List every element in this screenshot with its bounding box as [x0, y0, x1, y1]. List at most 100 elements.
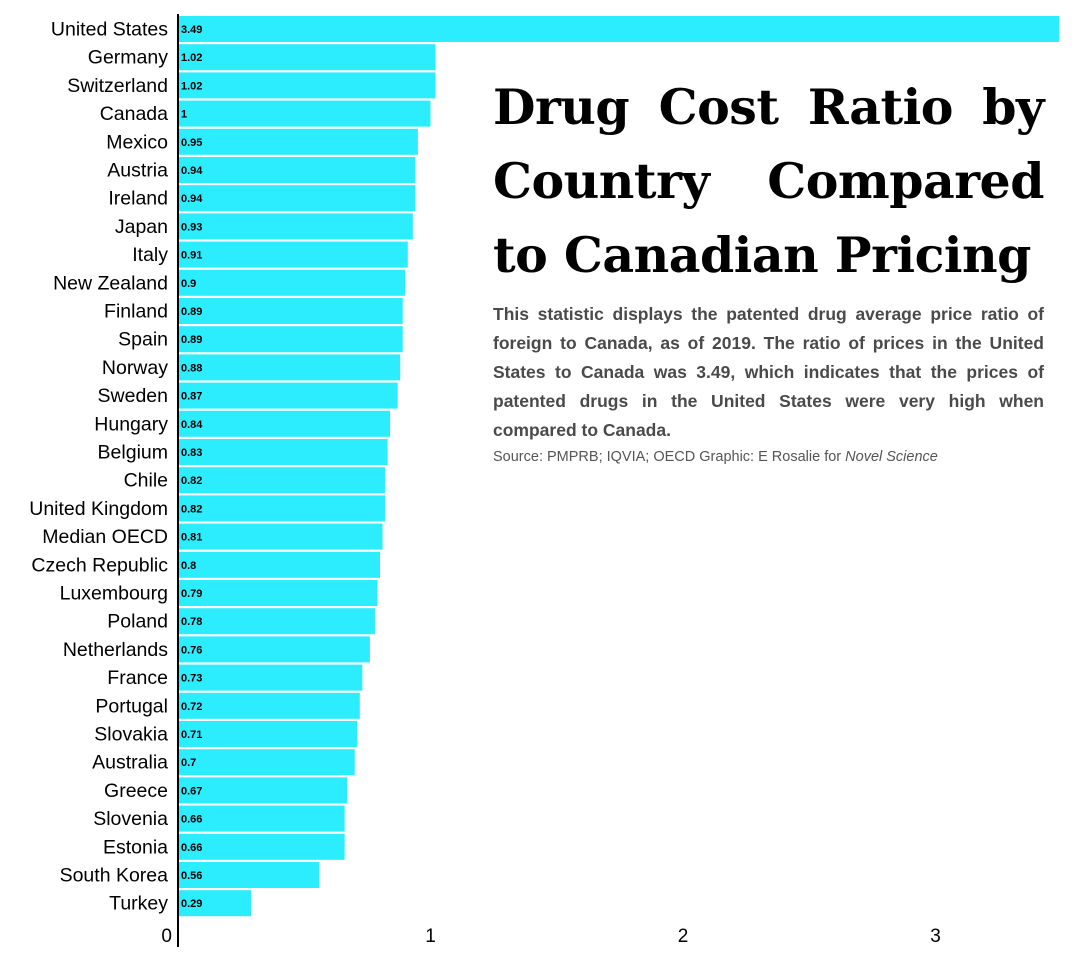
- category-label-switzerland: Switzerland: [67, 75, 168, 97]
- bar-netherlands: [178, 636, 370, 663]
- x-tick-label-3: 3: [930, 926, 941, 947]
- category-label-turkey: Turkey: [109, 893, 168, 915]
- data-label-austria: 0.94: [181, 165, 203, 177]
- bar-sweden: [178, 382, 398, 409]
- bar-slovenia: [178, 805, 345, 832]
- bar-france: [178, 664, 363, 691]
- category-label-median-oecd: Median OECD: [42, 526, 168, 548]
- category-label-portugal: Portugal: [95, 695, 168, 717]
- x-tick-label-1: 1: [425, 926, 436, 947]
- category-label-united-states: United States: [51, 19, 168, 41]
- chart-source: Source: PMPRB; IQVIA; OECD Graphic: E Ro…: [493, 448, 1044, 466]
- data-label-greece: 0.67: [181, 785, 202, 797]
- category-label-mexico: Mexico: [106, 131, 168, 153]
- data-label-italy: 0.91: [181, 250, 202, 262]
- category-label-slovenia: Slovenia: [93, 808, 168, 830]
- category-label-czech-republic: Czech Republic: [31, 554, 168, 576]
- bar-italy: [178, 241, 408, 268]
- category-label-japan: Japan: [115, 216, 168, 238]
- source-prefix: Source: PMPRB; IQVIA; OECD Graphic: E Ro…: [493, 449, 846, 465]
- data-label-hungary: 0.84: [181, 419, 203, 431]
- bar-germany: [178, 44, 436, 71]
- source-publication: Novel Science: [845, 449, 938, 465]
- data-label-chile: 0.82: [181, 475, 202, 487]
- chart-title: Drug Cost Ratio by Country Compared to C…: [493, 78, 1045, 284]
- bar-norway: [178, 354, 401, 381]
- bar-chile: [178, 467, 386, 494]
- category-label-chile: Chile: [124, 470, 168, 492]
- data-label-slovenia: 0.66: [181, 814, 202, 826]
- bar-hungary: [178, 410, 391, 437]
- category-label-spain: Spain: [118, 329, 168, 351]
- bar-czech-republic: [178, 551, 380, 578]
- data-label-south-korea: 0.56: [181, 870, 202, 882]
- category-label-italy: Italy: [132, 244, 168, 266]
- data-label-belgium: 0.83: [181, 447, 202, 459]
- data-label-median-oecd: 0.81: [181, 532, 202, 544]
- data-label-new-zealand: 0.9: [181, 278, 196, 290]
- bar-south-korea: [178, 862, 320, 888]
- data-label-sweden: 0.87: [181, 391, 202, 403]
- bar-switzerland: [178, 72, 436, 99]
- data-label-germany: 1.02: [181, 52, 202, 64]
- category-label-canada: Canada: [100, 103, 168, 125]
- bar-median-oecd: [178, 523, 383, 550]
- x-tick-label-2: 2: [678, 926, 689, 947]
- bar-mexico: [178, 128, 418, 155]
- category-label-new-zealand: New Zealand: [53, 272, 168, 294]
- category-label-poland: Poland: [107, 611, 168, 633]
- bar-poland: [178, 608, 375, 635]
- category-label-norway: Norway: [102, 357, 168, 379]
- data-label-czech-republic: 0.8: [181, 560, 196, 572]
- category-label-australia: Australia: [92, 752, 168, 774]
- bar-new-zealand: [178, 269, 406, 296]
- data-label-netherlands: 0.76: [181, 644, 202, 656]
- data-label-france: 0.73: [181, 673, 202, 685]
- category-label-greece: Greece: [104, 780, 168, 802]
- data-label-united-kingdom: 0.82: [181, 503, 202, 515]
- category-label-germany: Germany: [88, 47, 168, 69]
- data-label-spain: 0.89: [181, 334, 202, 346]
- category-label-france: France: [107, 667, 168, 689]
- bar-belgium: [178, 439, 388, 465]
- data-label-japan: 0.93: [181, 221, 202, 233]
- data-label-australia: 0.7: [181, 757, 196, 769]
- category-label-austria: Austria: [107, 160, 168, 182]
- bar-australia: [178, 749, 355, 776]
- bar-ireland: [178, 185, 416, 212]
- bar-united-states: [178, 16, 1060, 42]
- bar-turkey: [178, 890, 252, 917]
- category-label-united-kingdom: United Kingdom: [29, 498, 168, 520]
- title-block: Drug Cost Ratio by Country Compared to C…: [493, 70, 1045, 466]
- category-label-netherlands: Netherlands: [63, 639, 168, 661]
- bar-united-kingdom: [178, 495, 386, 522]
- category-label-belgium: Belgium: [98, 442, 168, 464]
- data-label-estonia: 0.66: [181, 842, 202, 854]
- chart-subtitle: This statistic displays the patented dru…: [493, 304, 1044, 440]
- category-label-estonia: Estonia: [103, 836, 168, 858]
- bar-luxembourg: [178, 580, 378, 606]
- bar-finland: [178, 298, 403, 324]
- category-label-luxembourg: Luxembourg: [60, 583, 168, 605]
- bar-japan: [178, 213, 413, 240]
- data-label-ireland: 0.94: [181, 193, 203, 205]
- data-label-portugal: 0.72: [181, 701, 202, 713]
- data-label-norway: 0.88: [181, 362, 202, 374]
- bar-greece: [178, 777, 348, 804]
- bar-spain: [178, 326, 403, 353]
- category-label-sweden: Sweden: [98, 385, 168, 407]
- bar-slovakia: [178, 721, 358, 747]
- data-label-luxembourg: 0.79: [181, 588, 202, 600]
- bar-canada: [178, 100, 431, 127]
- category-label-finland: Finland: [104, 301, 168, 323]
- data-label-poland: 0.78: [181, 616, 202, 628]
- data-label-united-states: 3.49: [181, 24, 202, 36]
- bar-portugal: [178, 692, 360, 719]
- bar-estonia: [178, 833, 345, 860]
- x-tick-label-0: 0: [161, 926, 172, 947]
- category-label-hungary: Hungary: [94, 413, 168, 435]
- category-label-slovakia: Slovakia: [94, 724, 168, 746]
- data-label-switzerland: 1.02: [181, 80, 202, 92]
